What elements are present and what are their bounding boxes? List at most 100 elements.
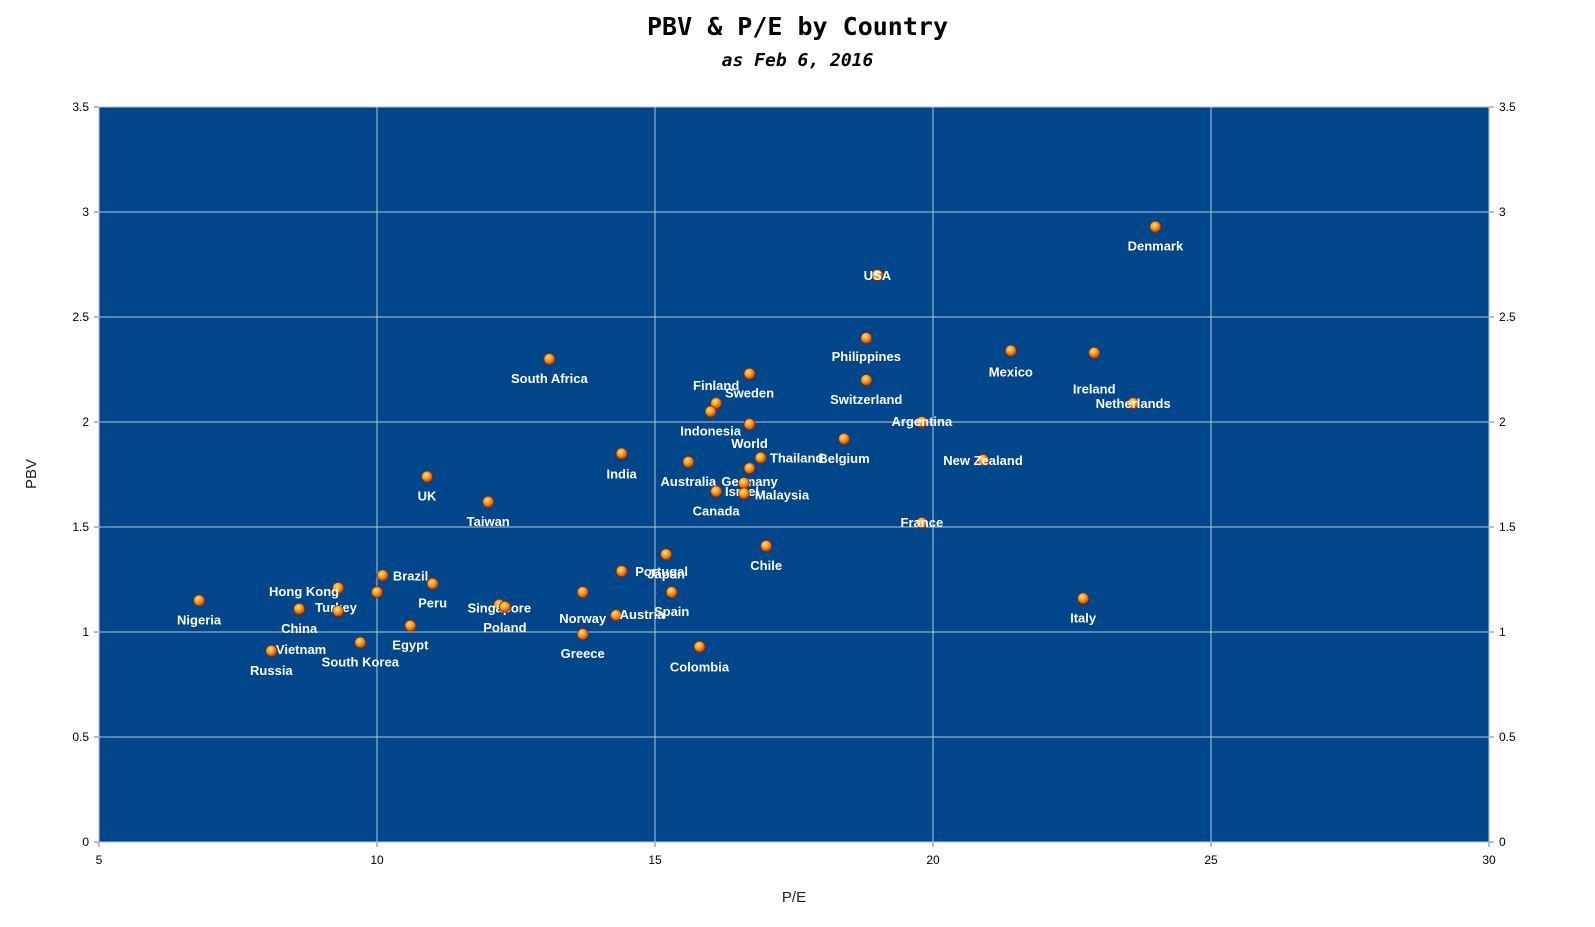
data-point-label: Portugal <box>635 564 688 579</box>
y-tick-label: 3 <box>82 205 89 219</box>
data-point <box>915 416 928 428</box>
y-tick-label: 2.5 <box>72 310 89 324</box>
data-point <box>543 353 556 365</box>
y-tick-label: 0.5 <box>72 730 89 744</box>
data-point-label: Italy <box>1070 610 1097 625</box>
x-axis-ticks: 5 10 15 20 25 30 <box>96 853 1496 867</box>
data-point-label: World <box>731 436 768 451</box>
y-tick-label-right: 2.5 <box>1499 310 1516 324</box>
plot-area <box>99 107 1489 842</box>
y-tick-label-right: 2 <box>1499 415 1506 429</box>
data-point <box>265 645 278 657</box>
data-point <box>710 397 723 410</box>
data-point <box>743 462 756 475</box>
data-point <box>693 640 706 653</box>
data-point-label: Ireland <box>1073 382 1116 397</box>
data-point <box>915 516 928 529</box>
data-point-label: Russia <box>250 663 293 678</box>
data-point <box>977 453 989 466</box>
data-point <box>743 418 756 431</box>
y-tick-label-right: 1 <box>1499 625 1506 639</box>
data-point <box>615 447 628 460</box>
x-tick-label: 20 <box>926 853 940 867</box>
data-point <box>1088 346 1101 359</box>
data-point-label: India <box>606 467 637 482</box>
x-axis-title: P/E <box>782 889 806 906</box>
chart-subtitle: as Feb 6, 2016 <box>721 50 874 71</box>
data-point <box>838 432 850 445</box>
data-point-label: Netherlands <box>1096 396 1171 411</box>
data-point-label: Canada <box>693 503 741 518</box>
data-point <box>704 405 717 418</box>
data-point <box>871 269 884 281</box>
data-point-label: Mexico <box>989 365 1033 380</box>
x-tick-label: 10 <box>370 853 384 867</box>
data-point-label: Chile <box>750 558 782 573</box>
data-point-label: Taiwan <box>467 514 510 529</box>
data-point <box>754 451 767 464</box>
data-point-label: Indonesia <box>680 424 741 439</box>
data-point <box>576 628 589 640</box>
data-point-label: Thailand <box>770 451 824 466</box>
data-point-label: Philippines <box>832 349 901 364</box>
data-point-label: Poland <box>483 620 526 635</box>
y-axis-title: PBV <box>23 459 40 489</box>
data-point-label: Argentina <box>892 414 953 429</box>
y-tick-label-right: 0.5 <box>1499 730 1516 744</box>
y-tick-label: 1.5 <box>72 520 89 534</box>
y-tick-label: 3.5 <box>72 100 89 114</box>
x-tick-label: 15 <box>648 853 662 867</box>
chart-title: PBV & P/E by Country <box>646 12 949 41</box>
data-point <box>376 569 389 582</box>
y-axis-ticks-left: 0 0.5 1 1.5 2 2.5 3 3.5 <box>72 100 89 849</box>
data-point-label: Germany <box>721 474 778 489</box>
data-point-label: Vietnam <box>276 642 326 657</box>
y-tick-label-right: 1.5 <box>1499 520 1516 534</box>
data-point-label: Nigeria <box>177 613 222 628</box>
data-point <box>404 619 417 632</box>
data-point-label: Switzerland <box>830 392 902 407</box>
x-tick-label: 5 <box>96 853 103 867</box>
data-point-label: Egypt <box>392 638 429 653</box>
gridlines <box>94 106 1494 847</box>
data-point <box>660 548 673 561</box>
y-tick-label-right: 0 <box>1499 835 1506 849</box>
data-point-label: China <box>281 621 318 636</box>
data-point <box>710 485 723 498</box>
data-point <box>576 586 589 598</box>
data-point <box>193 594 205 607</box>
data-point <box>332 582 344 594</box>
data-point <box>293 603 306 615</box>
data-point-label: South Africa <box>511 371 589 386</box>
data-point <box>743 367 756 380</box>
data-point-label: Japan <box>647 566 685 581</box>
data-point-label: Colombia <box>670 660 730 675</box>
x-tick-label: 25 <box>1204 853 1218 867</box>
data-point-label: New Zealand <box>943 453 1023 468</box>
data-point-label: Malaysia <box>755 487 810 502</box>
y-axis-ticks-right: 0 0.5 1 1.5 2 2.5 3 3.5 <box>1499 100 1516 849</box>
data-point <box>1127 397 1140 410</box>
data-points: Denmark USA Philippines Mexico Ireland South … <box>177 220 1184 678</box>
x-tick-label: 30 <box>1482 853 1496 867</box>
data-point <box>615 565 628 577</box>
data-point-label: Belgium <box>818 451 869 466</box>
data-point-label: Austria <box>620 607 666 622</box>
data-point-label: Australia <box>661 474 717 489</box>
data-point-label: Norway <box>559 611 607 626</box>
data-point-label: South Korea <box>322 655 400 670</box>
data-point-label: France <box>901 515 944 530</box>
data-point-label: Finland <box>693 378 739 393</box>
data-point <box>1004 344 1017 357</box>
data-point-label: Spain <box>654 604 689 619</box>
data-point <box>426 577 439 590</box>
y-tick-label: 1 <box>82 625 89 639</box>
data-point <box>482 495 495 508</box>
data-point <box>354 636 367 649</box>
data-point <box>1149 220 1162 233</box>
data-point <box>860 332 873 344</box>
data-point-label: USA <box>864 268 892 283</box>
y-tick-label-right: 3 <box>1499 205 1506 219</box>
data-point <box>332 605 344 617</box>
data-point-label: Sweden <box>725 386 774 401</box>
